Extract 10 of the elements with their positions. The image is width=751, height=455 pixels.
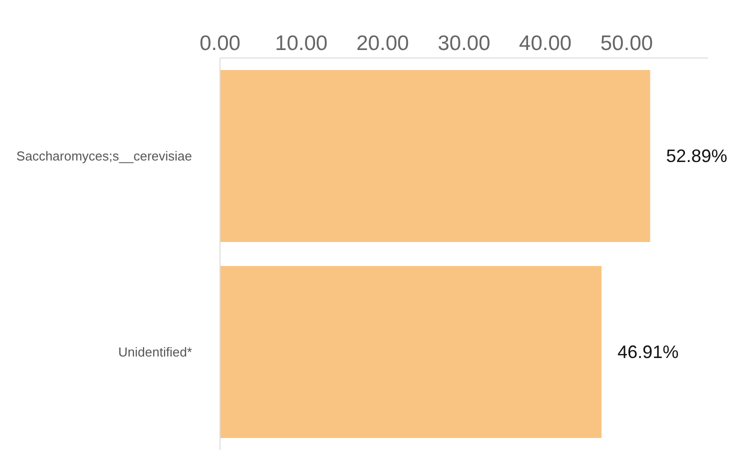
x-tick-label: 0.00 [200,32,240,55]
x-tick-label: 50.00 [600,32,653,55]
x-tick-label: 10.00 [275,32,328,55]
data-label: 46.91% [618,342,679,362]
data-label: 52.89% [666,146,728,166]
x-tick-label: 30.00 [438,32,490,55]
y-tick-label: Saccharomyces;s__cerevisiae [16,148,192,164]
y-tick-label: Unidentified* [118,344,192,360]
x-tick-label: 40.00 [519,32,572,55]
x-tick-label: 20.00 [356,32,409,55]
